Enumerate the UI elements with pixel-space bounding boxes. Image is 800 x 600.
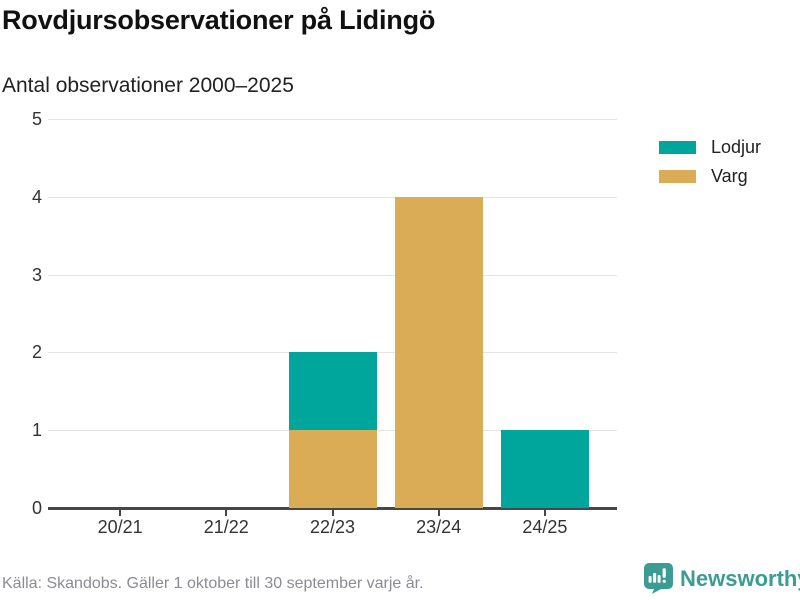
x-axis-tick-label: 20/21 bbox=[97, 517, 143, 537]
chart-legend: Lodjur Varg bbox=[659, 137, 761, 187]
x-axis-tick bbox=[437, 510, 440, 516]
x-axis-tick bbox=[331, 510, 334, 516]
y-axis-tick-label: 1 bbox=[31, 420, 42, 441]
legend-item-lodjur[interactable]: Lodjur bbox=[659, 137, 761, 158]
legend-item-varg[interactable]: Varg bbox=[659, 166, 761, 187]
x-axis-tick-label: 24/25 bbox=[522, 517, 568, 537]
y-gridline bbox=[48, 197, 617, 198]
y-axis-tick-label: 3 bbox=[31, 264, 42, 285]
y-axis-tick-label: 2 bbox=[31, 342, 42, 363]
legend-label: Varg bbox=[711, 166, 748, 186]
x-axis-tick bbox=[543, 510, 546, 516]
x-axis-tick-label: 21/22 bbox=[203, 517, 249, 537]
bar-varg-23-24 bbox=[394, 196, 483, 508]
y-gridline bbox=[48, 119, 617, 120]
y-axis-tick-label: 4 bbox=[31, 186, 42, 207]
bar-varg-22-23 bbox=[288, 430, 377, 508]
newsworthy-icon bbox=[644, 563, 673, 594]
legend-swatch-lodjur bbox=[659, 141, 696, 154]
newsworthy-logo[interactable]: Newsworthy bbox=[644, 563, 800, 594]
y-axis-tick-label: 0 bbox=[31, 498, 42, 518]
x-axis-tick bbox=[119, 510, 122, 516]
x-axis-line bbox=[48, 507, 617, 510]
legend-label: Lodjur bbox=[711, 137, 762, 157]
y-axis-tick-label: 5 bbox=[31, 109, 42, 129]
x-axis-tick bbox=[225, 510, 228, 516]
x-axis-tick-label: 22/23 bbox=[309, 517, 356, 537]
bar-lodjur-24-25 bbox=[500, 430, 589, 508]
bar-lodjur-22-23 bbox=[288, 352, 377, 431]
chart-title: Rovdjursobservationer på Lidingö bbox=[2, 5, 436, 35]
y-gridline bbox=[48, 275, 617, 276]
newsworthy-wordmark: Newsworthy bbox=[680, 565, 800, 591]
legend-swatch-varg bbox=[659, 170, 696, 183]
chart-subtitle: Antal observationer 2000–2025 bbox=[2, 74, 294, 97]
x-axis-tick-label: 23/24 bbox=[416, 517, 462, 537]
source-note: Källa: Skandobs. Gäller 1 oktober till 3… bbox=[2, 575, 424, 592]
